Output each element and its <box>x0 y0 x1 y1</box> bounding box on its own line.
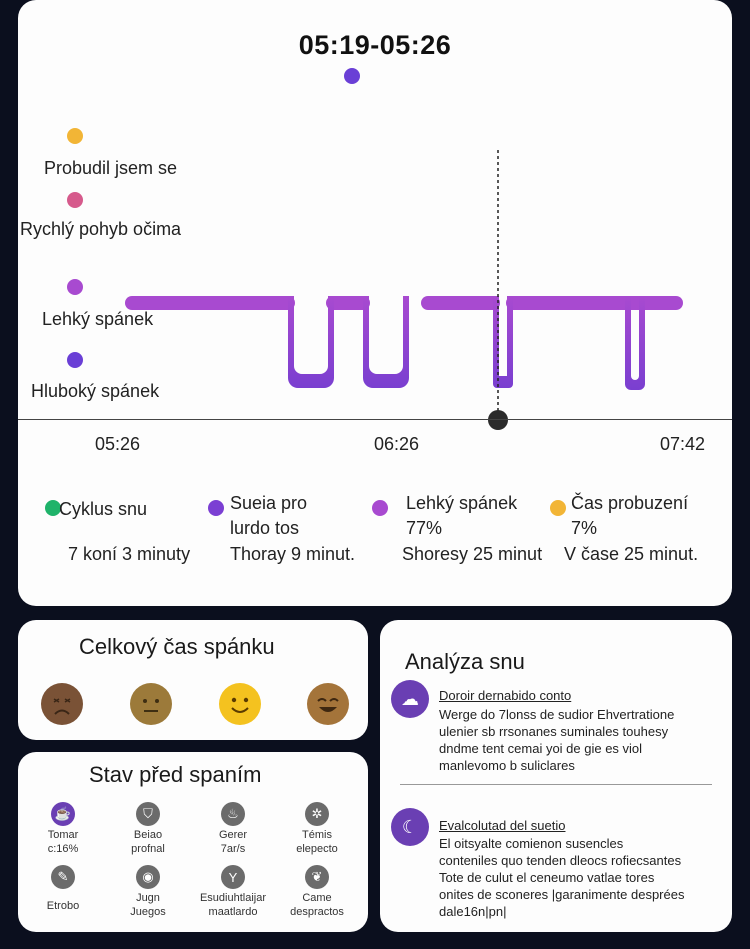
light-dot <box>67 279 83 295</box>
time-axis-end: 07:42 <box>660 434 706 454</box>
total-sleep-title: Celkový čas spánku <box>79 634 275 659</box>
stage-label-awake: Probudil jsem se <box>44 158 178 178</box>
time-range-title: 05:19-05:26 <box>298 30 452 60</box>
sleep-chart-card: 05:19-05:26 Probudil jsem se Rychlý pohy… <box>18 0 732 606</box>
stage-label-rem: Rychlý pohyb očima <box>20 219 182 239</box>
state-item-3[interactable]: ♨ Gerer 7ar/s <box>198 802 268 856</box>
cup-icon: ☕ <box>51 802 75 826</box>
sad-face-icon[interactable] <box>40 682 84 726</box>
pre-sleep-state-card: Stav před spaním ☕ Tomar c:16% ⛉ Beiao p… <box>18 752 368 932</box>
analysis-divider <box>400 784 712 785</box>
legend-label-light-2: 77% <box>406 518 443 538</box>
state-item-2[interactable]: ⛉ Beiao profnal <box>113 802 183 856</box>
legend-value-awake: V čase 25 minut. <box>564 544 699 564</box>
legend-dot-cycle <box>45 500 61 516</box>
state-item-6[interactable]: ◉ Jugn Juegos <box>113 865 183 919</box>
sleep-stage-graph[interactable] <box>18 0 732 430</box>
pen-icon: ✎ <box>51 865 75 889</box>
glass-icon: Y <box>221 865 245 889</box>
state-item-4[interactable]: ✲ Témis elepecto <box>282 802 352 856</box>
legend-value-cycle: 7 koní 3 minuty <box>68 544 191 564</box>
legend-label-deep-1: Sueia pro <box>230 493 308 513</box>
state-item-7[interactable]: Y Esudiuhtlaijar maatlardo <box>194 865 272 919</box>
legend-dot-awake <box>550 500 566 516</box>
legend-value-deep: Thoray 9 minut. <box>230 544 356 564</box>
sun-icon: ✲ <box>305 802 329 826</box>
leaf-icon: ❦ <box>305 865 329 889</box>
time-axis-line <box>18 419 732 420</box>
legend-dot-light <box>372 500 388 516</box>
rem-dot <box>67 192 83 208</box>
game-icon: ◉ <box>136 865 160 889</box>
awake-spikes <box>202 134 509 310</box>
time-axis-mid: 06:26 <box>374 434 420 454</box>
analysis-entry-1-heading[interactable]: Doroir dernabido conto <box>439 688 572 703</box>
dream-analysis-card: Analýza snu ☁ Doroir dernabido conto Wer… <box>380 620 732 932</box>
time-range-marker <box>344 68 360 84</box>
legend-value-light: Shoresy 25 minut <box>402 544 543 564</box>
neutral-face-icon[interactable] <box>129 682 173 726</box>
happy-face-icon[interactable] <box>306 682 350 726</box>
legend-dot-deep <box>208 500 224 516</box>
legend-label-awake-2: 7% <box>571 518 598 538</box>
drink-icon: ♨ <box>221 802 245 826</box>
state-item-8[interactable]: ❦ Came despractos <box>282 865 352 919</box>
legend-label-awake-1: Čas probuzení <box>571 493 689 513</box>
stage-label-deep: Hluboký spánek <box>31 381 160 401</box>
legend-label-cycle: Cyklus snu <box>59 499 148 519</box>
pre-sleep-title: Stav před spaním <box>89 762 262 787</box>
analysis-entry-2-heading[interactable]: Evalcolutad del suetio <box>439 818 566 833</box>
dream-icon: ☁ <box>391 680 429 718</box>
state-item-5[interactable]: ✎ Etrobo <box>28 865 98 913</box>
deep-sleep-segments <box>288 296 645 390</box>
smile-face-icon[interactable] <box>218 682 262 726</box>
shield-icon: ⛉ <box>136 802 160 826</box>
awake-dot <box>67 128 83 144</box>
deep-dot <box>67 352 83 368</box>
state-item-1[interactable]: ☕ Tomar c:16% <box>28 802 98 856</box>
total-sleep-card: Celkový čas spánku <box>18 620 368 740</box>
analysis-title: Analýza snu <box>405 649 525 674</box>
time-cursor-handle <box>488 410 508 430</box>
legend-label-deep-2: lurdo tos <box>230 518 300 538</box>
stage-label-light: Lehký spánek <box>42 309 154 329</box>
time-axis-start: 05:26 <box>95 434 141 454</box>
legend-label-light-1: Lehký spánek <box>406 493 518 513</box>
analysis-entry-2-body: El oitsyalte comienon susencles contenil… <box>439 836 685 919</box>
analysis-entry-1-body: Werge do 7lonss de sudior Ehvertratione … <box>439 707 675 773</box>
moon-icon: ☾ <box>391 808 429 846</box>
